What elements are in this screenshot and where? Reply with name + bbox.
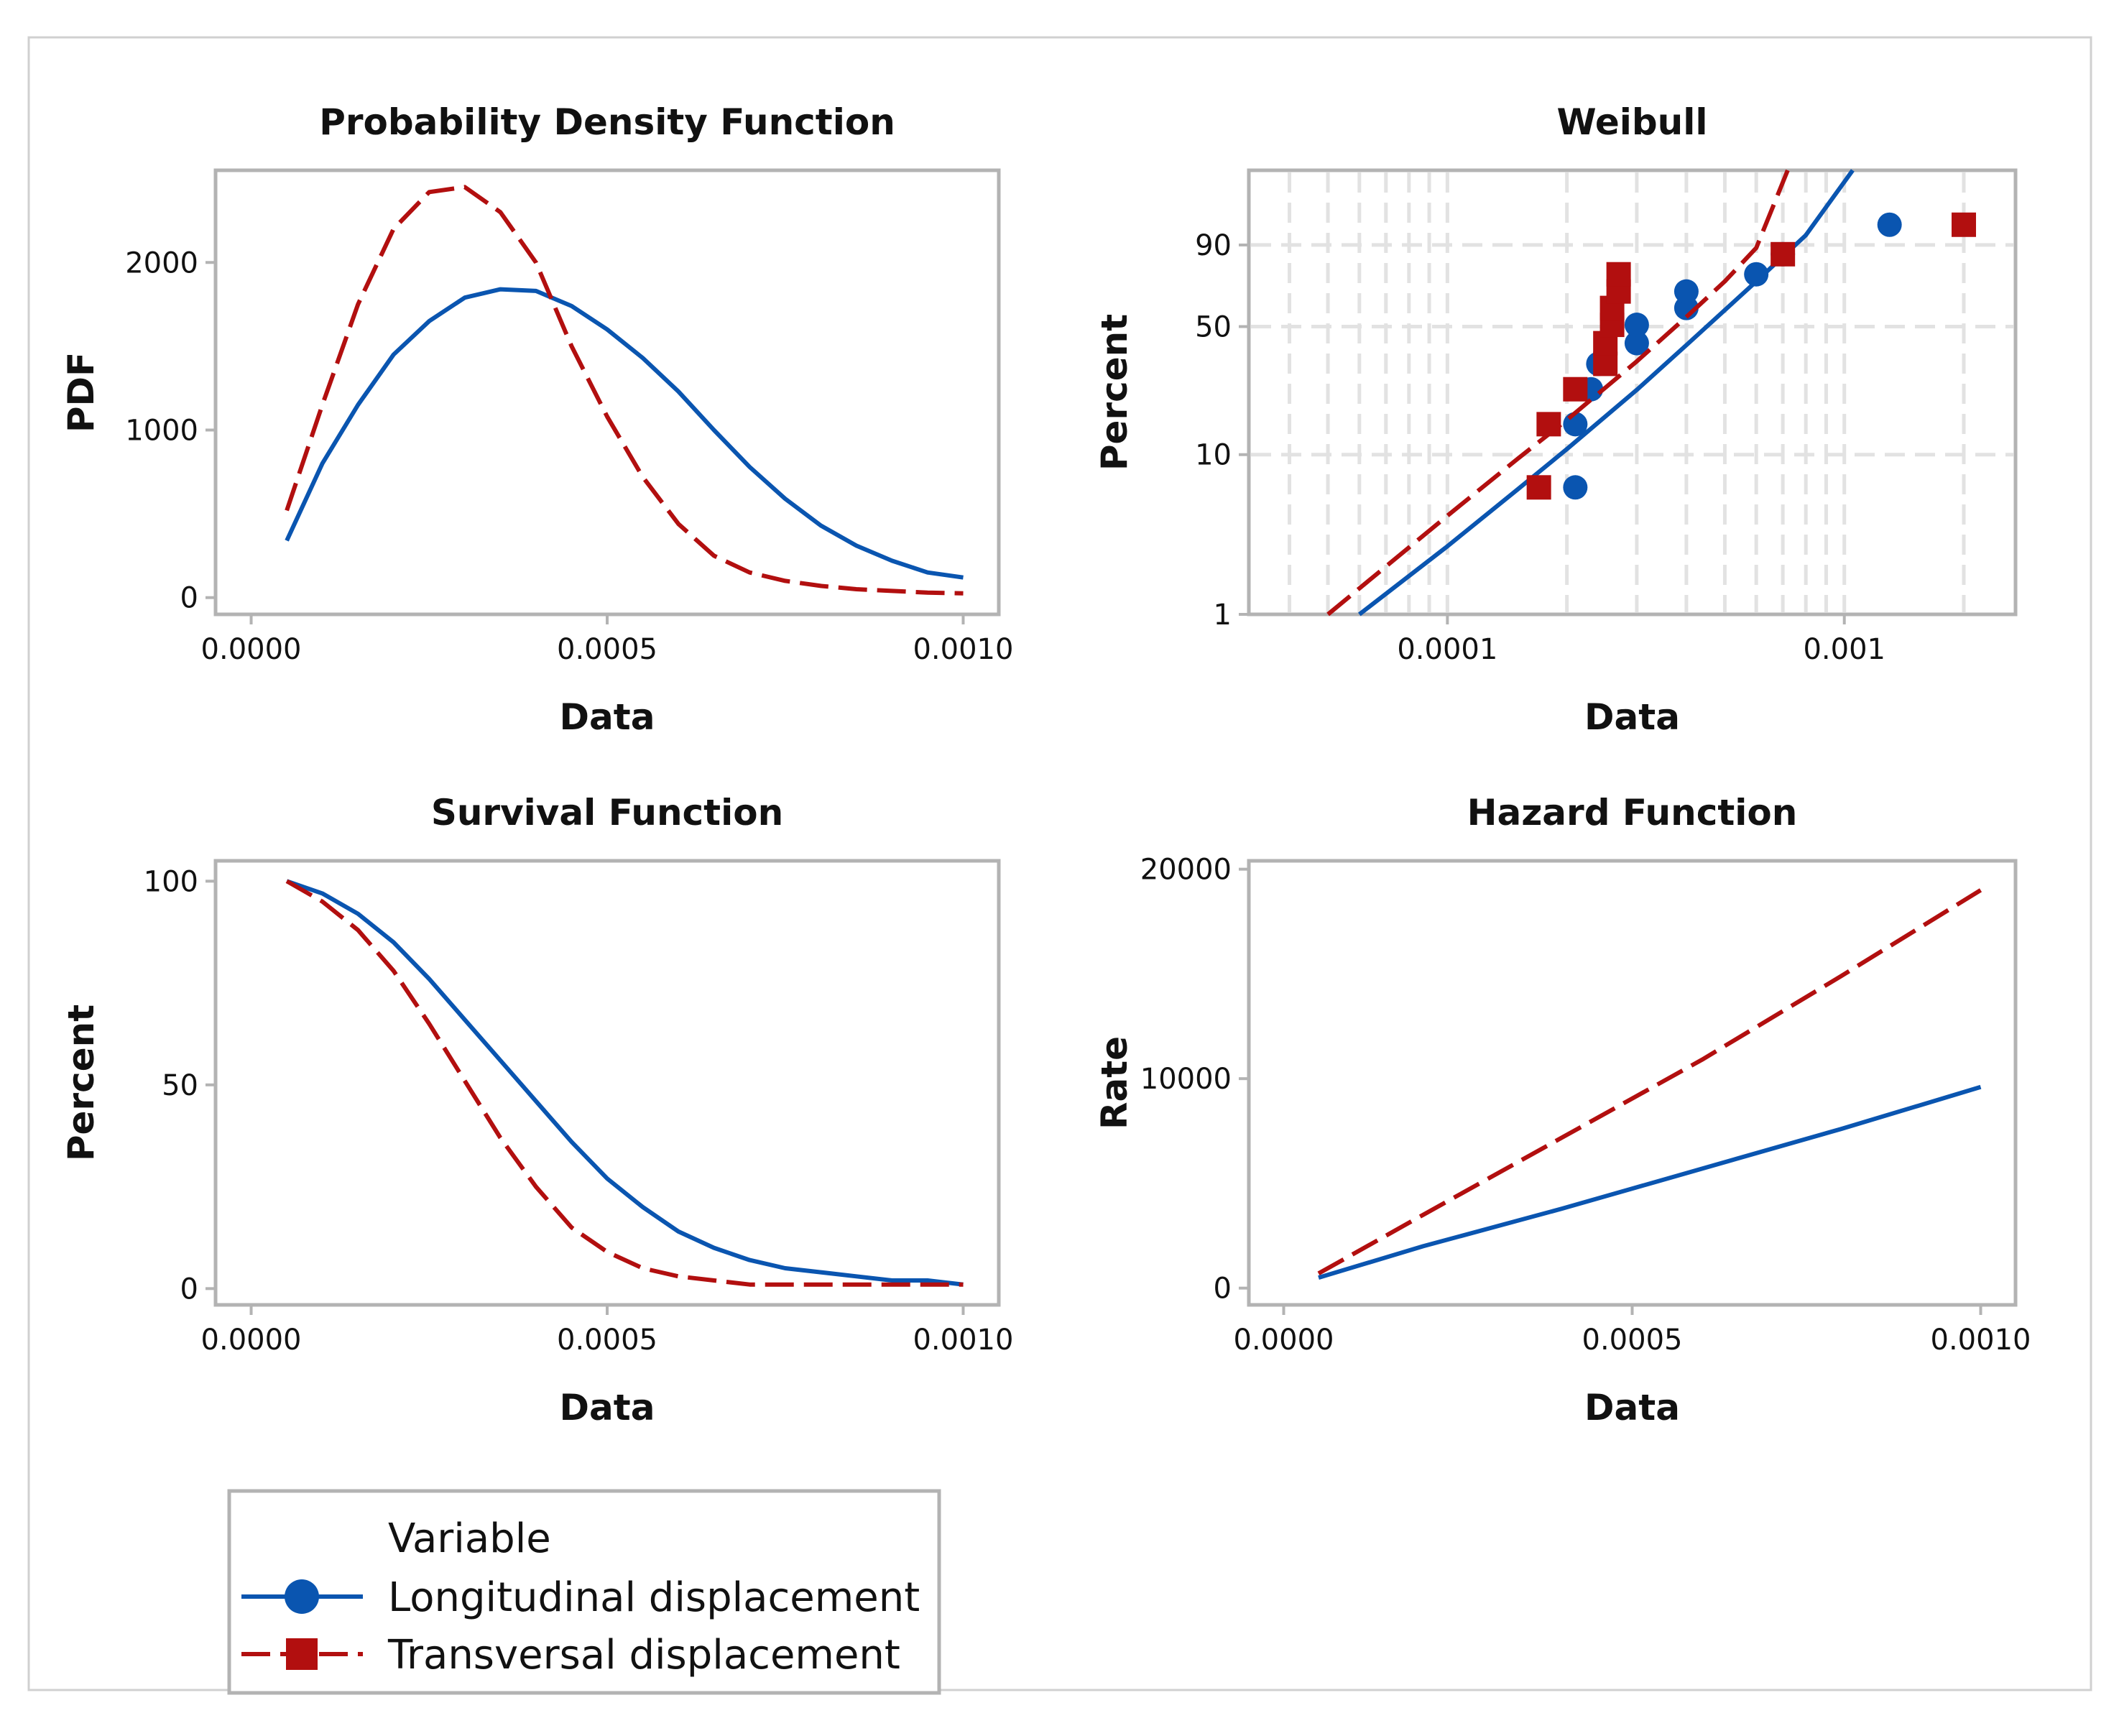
weibull-point-transversal-displacement — [1526, 475, 1551, 500]
weibull-y-tick-label: 10 — [1195, 439, 1232, 472]
hazard-chart: Hazard Function Data Rate 0.0000 0.0005 0.001… — [1094, 792, 2031, 1428]
weibull-point-transversal-displacement — [1606, 262, 1631, 287]
pdf-chart: Probability Density Function Data PDF 0.000… — [60, 101, 1013, 738]
legend: Variable Longitudinal displacement Trans… — [227, 1489, 941, 1695]
pdf-y-tick-label: 0 — [180, 582, 198, 615]
legend-frame — [227, 1489, 941, 1695]
weibull-point-longitudinal-displacement — [1673, 279, 1699, 304]
hazard-plot-frame — [1247, 859, 2018, 1307]
weibull-title: Weibull — [1556, 101, 1707, 143]
hazard-y-tick-label: 20000 — [1140, 854, 1232, 887]
hazard-series-longitudinal-displacement — [1318, 1084, 1982, 1280]
hazard-title: Hazard Function — [1467, 792, 1798, 834]
hazard-x-tick-label: 0.0005 — [1582, 1324, 1683, 1357]
weibull-point-transversal-displacement — [1563, 377, 1588, 402]
weibull-series-transversal-displacement — [1326, 169, 1790, 617]
hazard-y-axis-label: Rate — [1094, 1036, 1135, 1130]
legend-title: Variable — [388, 1515, 551, 1562]
survival-x-tick-label: 0.0000 — [201, 1324, 302, 1357]
survival-series-longitudinal-displacement — [286, 879, 964, 1287]
pdf-plot-frame — [213, 168, 1001, 617]
hazard-y-tick-label: 10000 — [1140, 1063, 1232, 1096]
hazard-series-transversal-displacement — [1317, 888, 1982, 1275]
legend-label-longitudinal: Longitudinal displacement — [388, 1574, 920, 1621]
hazard-x-axis-label: Data — [1584, 1387, 1680, 1428]
weibull-point-longitudinal-displacement — [1624, 313, 1649, 338]
pdf-x-tick-label: 0.0000 — [201, 633, 302, 666]
weibull-point-transversal-displacement — [1593, 351, 1618, 377]
hazard-y-tick-label: 0 — [1214, 1273, 1232, 1306]
weibull-point-transversal-displacement — [1771, 241, 1796, 267]
pdf-series-transversal-displacement — [285, 185, 964, 596]
pdf-x-axis-label: Data — [560, 696, 655, 738]
pdf-y-axis-label: PDF — [60, 352, 102, 433]
weibull-y-tick-label: 50 — [1195, 310, 1232, 343]
pdf-series-longitudinal-displacement — [285, 287, 964, 580]
weibull-x-tick-label: 0.001 — [1803, 633, 1885, 666]
survival-chart: Survival Function Data Percent 0.0000 0.0005… — [60, 792, 1013, 1428]
legend-label-transversal: Transversal displacement — [387, 1632, 900, 1679]
survival-y-axis-label: Percent — [60, 1005, 102, 1161]
weibull-x-axis-label: Data — [1584, 696, 1680, 738]
weibull-y-axis-label: Percent — [1094, 314, 1135, 471]
weibull-point-transversal-displacement — [1952, 212, 1977, 237]
weibull-point-longitudinal-displacement — [1624, 331, 1649, 356]
hazard-x-tick-label: 0.0010 — [1931, 1324, 2031, 1357]
survival-x-axis-label: Data — [560, 1387, 655, 1428]
weibull-chart: Weibull Data Percent 0.0001 0.001 1 10 50 90 — [1094, 101, 2018, 738]
survival-y-tick-label: 100 — [144, 865, 198, 898]
pdf-x-tick-label: 0.0010 — [913, 633, 1013, 666]
weibull-x-tick-label: 0.0001 — [1397, 633, 1497, 666]
hazard-x-tick-label: 0.0000 — [1234, 1324, 1334, 1357]
survival-y-tick-label: 0 — [180, 1273, 198, 1306]
weibull-point-longitudinal-displacement — [1877, 212, 1902, 237]
pdf-title: Probability Density Function — [319, 101, 895, 143]
weibull-point-longitudinal-displacement — [1744, 262, 1769, 287]
legend-marker-square-icon — [286, 1638, 318, 1670]
weibull-y-tick-label: 1 — [1214, 599, 1232, 632]
survival-y-tick-label: 50 — [162, 1069, 198, 1102]
survival-x-tick-label: 0.0010 — [913, 1324, 1013, 1357]
weibull-point-longitudinal-displacement — [1563, 475, 1588, 500]
survival-title: Survival Function — [431, 792, 783, 834]
survival-plot-frame — [213, 859, 1001, 1307]
legend-marker-circle-icon — [285, 1579, 319, 1614]
pdf-x-tick-label: 0.0005 — [557, 633, 657, 666]
weibull-point-transversal-displacement — [1536, 412, 1561, 437]
survival-x-tick-label: 0.0005 — [557, 1324, 657, 1357]
weibull-y-tick-label: 90 — [1195, 229, 1232, 262]
survival-series-transversal-displacement — [285, 879, 964, 1287]
pdf-y-tick-label: 2000 — [125, 246, 198, 280]
pdf-y-tick-label: 1000 — [125, 414, 198, 447]
